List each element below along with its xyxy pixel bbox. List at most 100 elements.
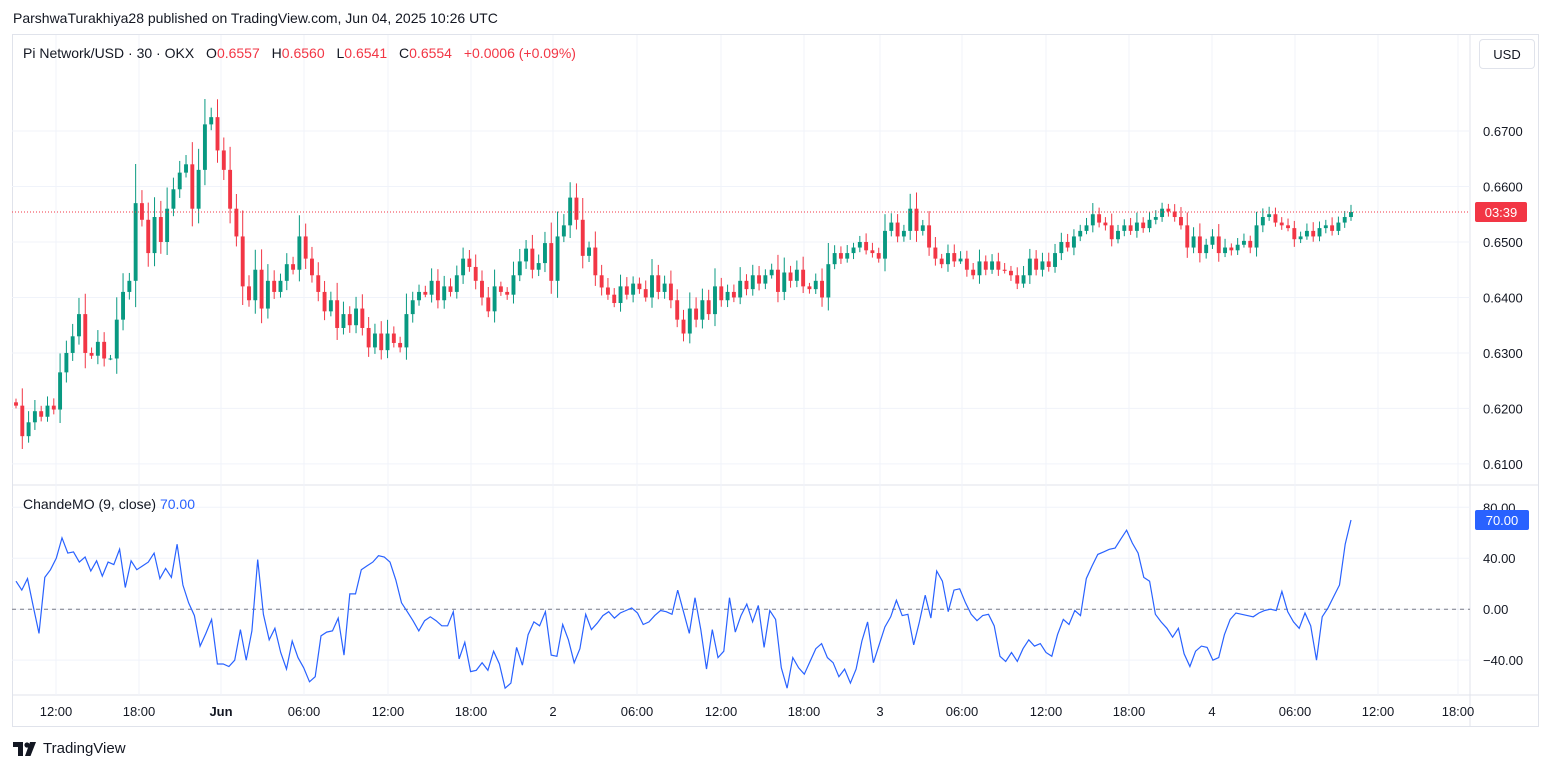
tradingview-brand[interactable]: TradingView	[13, 740, 126, 757]
candle-body	[1009, 270, 1013, 276]
candle-body	[776, 269, 780, 292]
price-tick-label: 0.6500	[1483, 235, 1523, 250]
candle-body	[492, 286, 497, 312]
candle-body	[133, 203, 138, 281]
candle-body	[20, 405, 25, 437]
candle-body	[58, 372, 63, 410]
indicator-value-tag	[1475, 510, 1529, 531]
candle-body	[429, 280, 434, 295]
time-tick-label: 06:00	[1279, 704, 1312, 719]
candle-body	[675, 300, 680, 320]
candle-body	[108, 358, 113, 360]
grid-lines	[12, 34, 1538, 727]
candle-body	[794, 269, 799, 281]
candle-body	[838, 253, 843, 259]
candle-body	[864, 241, 869, 251]
candle-body	[788, 272, 793, 281]
candle-body	[372, 333, 377, 348]
candle-body	[278, 280, 283, 292]
indicator-name[interactable]: ChandeMO (9, close)	[23, 496, 157, 512]
candle-body	[1311, 230, 1316, 237]
candle-body	[725, 291, 730, 301]
candle-body	[32, 411, 37, 423]
price-tick-label: 0.6600	[1483, 180, 1523, 195]
candle-body	[990, 261, 995, 270]
candle-body	[561, 225, 566, 237]
time-tick-label: 12:00	[40, 704, 73, 719]
candle-body	[64, 352, 69, 373]
time-tick-label: 2	[549, 704, 556, 719]
candle-body	[196, 169, 201, 209]
candle-body	[45, 405, 50, 417]
candle-body	[379, 333, 384, 351]
candle-body	[624, 286, 629, 295]
candle-body	[1204, 244, 1209, 254]
candle-body	[587, 247, 591, 256]
candle-body	[813, 280, 818, 290]
candle-body	[209, 117, 214, 125]
tradingview-logo-icon	[13, 741, 36, 756]
time-tick-label: 12:00	[1362, 704, 1395, 719]
candle-body	[454, 275, 459, 292]
candle-body	[171, 189, 176, 209]
brand-name: TradingView	[43, 740, 126, 757]
candle-body	[543, 243, 547, 264]
candle-body	[637, 283, 642, 290]
candle-body	[1116, 230, 1120, 240]
candle-body	[555, 236, 560, 281]
candle-body	[442, 286, 447, 301]
candle-body	[165, 208, 170, 242]
candle-body	[1235, 244, 1240, 251]
candle-body	[1229, 247, 1234, 251]
candle-body	[1153, 217, 1158, 220]
candle-body	[1323, 225, 1328, 229]
candle-body	[253, 269, 258, 301]
symbol-label[interactable]: Pi Network/USD · 30 · OKX	[23, 45, 195, 61]
candle-body	[404, 314, 409, 348]
candle-body	[1248, 240, 1253, 248]
candle-body	[1059, 241, 1064, 254]
osc-tick-label: 0.00	[1483, 602, 1508, 617]
candle-body	[1179, 217, 1183, 226]
candle-body	[486, 297, 491, 312]
candle-body	[259, 269, 264, 309]
osc-tick-label: −40.00	[1483, 653, 1523, 668]
candle-body	[51, 405, 56, 410]
candle-body	[1267, 214, 1272, 218]
time-tick-label: 06:00	[621, 704, 654, 719]
candle-body	[549, 243, 554, 281]
candle-body	[750, 275, 755, 290]
candle-body	[1279, 222, 1284, 226]
candle-body	[1298, 236, 1303, 240]
candle-body	[435, 280, 440, 301]
candle-body	[612, 294, 617, 304]
candle-body	[1336, 222, 1341, 231]
candle-body	[1090, 214, 1095, 226]
candle-body	[731, 291, 736, 298]
currency-button[interactable]: USD	[1479, 39, 1535, 69]
candle-body	[845, 253, 850, 259]
candle-body	[700, 300, 705, 320]
candle-body	[1330, 225, 1335, 231]
candle-body	[719, 286, 724, 301]
candle-body	[360, 308, 365, 328]
candle-body	[95, 341, 100, 356]
candle-body	[908, 208, 913, 231]
candle-body	[807, 286, 812, 290]
publisher-line: ParshwaTurakhiya28 published on TradingV…	[13, 10, 498, 26]
candle-body	[870, 250, 875, 254]
candle-body	[1046, 261, 1051, 267]
candle-body	[423, 291, 428, 295]
candle-body	[221, 150, 226, 170]
candle-body	[1241, 240, 1246, 245]
price-tick-label: 0.6700	[1483, 124, 1523, 139]
candle-body	[599, 275, 604, 288]
candle-body	[801, 269, 806, 287]
candle-body	[517, 261, 522, 276]
candle-body	[511, 275, 516, 295]
candle-body	[889, 222, 894, 231]
candle-body	[39, 411, 44, 417]
candle-body	[228, 169, 233, 209]
time-tick-label: 4	[1208, 704, 1215, 719]
